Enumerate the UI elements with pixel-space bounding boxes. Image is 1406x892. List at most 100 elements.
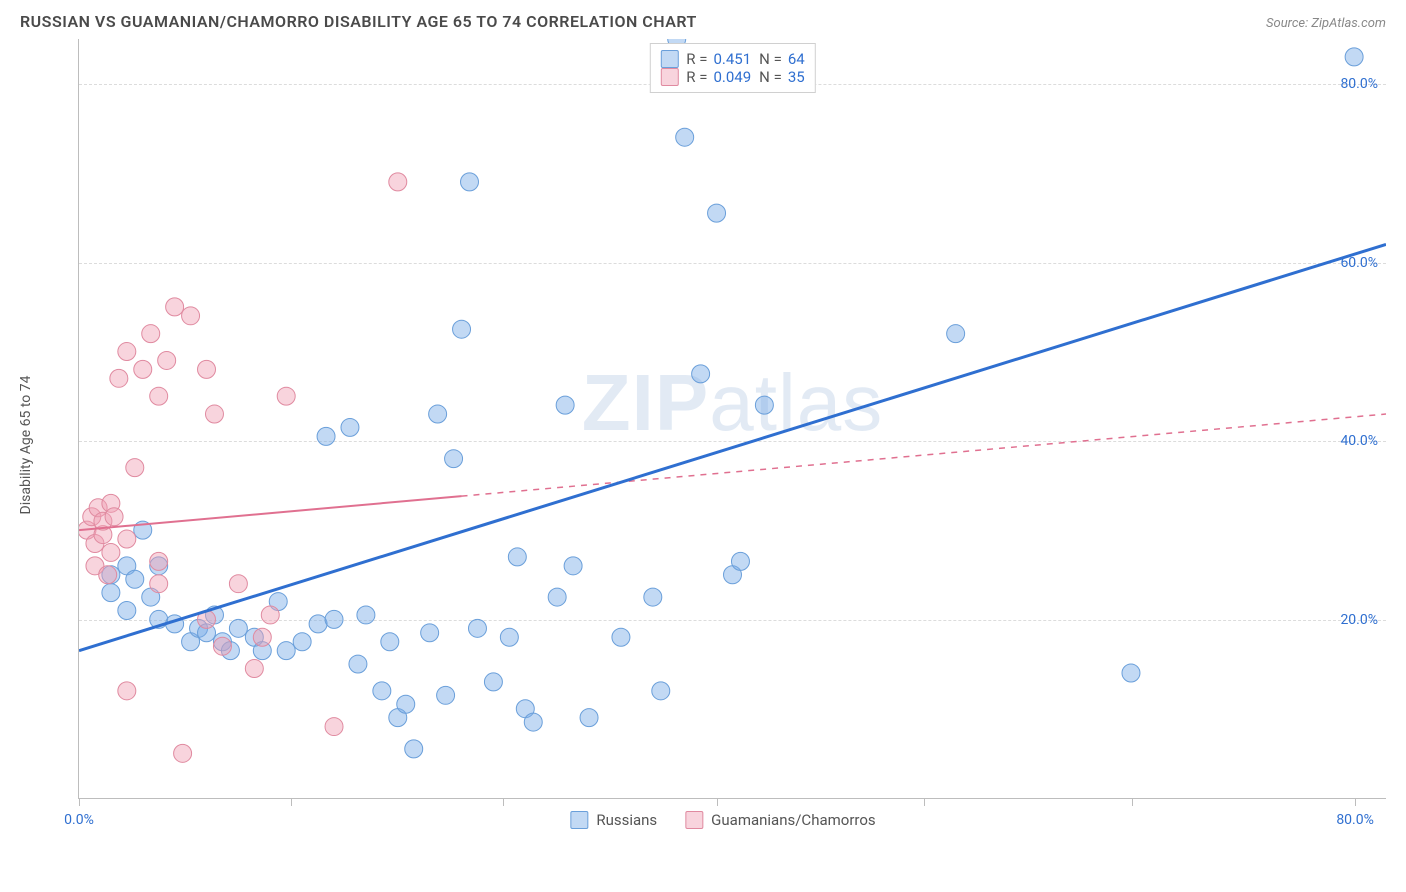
scatter-point xyxy=(429,405,447,423)
trend-line-dashed xyxy=(462,414,1386,496)
scatter-point xyxy=(102,543,120,561)
series-legend: Russians Guamanians/Chamorros xyxy=(570,811,875,829)
x-tick-label: 0.0% xyxy=(64,812,94,828)
correlation-r: R =0.049 xyxy=(686,68,751,86)
legend-label: Russians xyxy=(596,811,657,829)
scatter-point xyxy=(118,601,136,619)
legend-swatch xyxy=(660,68,678,86)
scatter-point xyxy=(508,548,526,566)
scatter-point xyxy=(500,628,518,646)
scatter-point xyxy=(731,552,749,570)
scatter-point xyxy=(381,633,399,651)
correlation-r: R =0.451 xyxy=(686,50,751,68)
scatter-point xyxy=(229,575,247,593)
x-tick xyxy=(291,798,292,806)
scatter-point xyxy=(253,628,271,646)
scatter-point xyxy=(293,633,311,651)
scatter-point xyxy=(325,610,343,628)
trend-line xyxy=(79,496,462,530)
scatter-point xyxy=(453,320,471,338)
scatter-point xyxy=(325,718,343,736)
scatter-point xyxy=(405,740,423,758)
scatter-point xyxy=(277,642,295,660)
scatter-point xyxy=(182,307,200,325)
correlation-n: N =64 xyxy=(759,50,805,68)
scatter-point xyxy=(580,709,598,727)
x-tick xyxy=(717,798,718,806)
scatter-point xyxy=(564,557,582,575)
scatter-point xyxy=(126,570,144,588)
scatter-point xyxy=(126,459,144,477)
correlation-n: N =35 xyxy=(759,68,805,86)
scatter-point xyxy=(150,552,168,570)
scatter-point xyxy=(99,566,117,584)
scatter-point xyxy=(166,298,184,316)
scatter-point xyxy=(708,204,726,222)
scatter-point xyxy=(150,575,168,593)
scatter-point xyxy=(118,530,136,548)
scatter-point xyxy=(389,173,407,191)
scatter-point xyxy=(309,615,327,633)
plot-svg xyxy=(79,39,1386,798)
scatter-point xyxy=(357,606,375,624)
scatter-point xyxy=(397,695,415,713)
scatter-point xyxy=(118,682,136,700)
x-tick xyxy=(924,798,925,806)
scatter-point xyxy=(174,744,192,762)
scatter-point xyxy=(245,660,263,678)
scatter-point xyxy=(1122,664,1140,682)
scatter-point xyxy=(644,588,662,606)
scatter-point xyxy=(421,624,439,642)
scatter-point xyxy=(461,173,479,191)
scatter-point xyxy=(437,686,455,704)
scatter-point xyxy=(198,360,216,378)
scatter-point xyxy=(110,369,128,387)
plot-frame: Disability Age 65 to 74 ZIPatlas R =0.45… xyxy=(60,39,1386,835)
scatter-point xyxy=(692,365,710,383)
x-tick xyxy=(79,798,80,806)
scatter-point xyxy=(205,405,223,423)
scatter-point xyxy=(652,682,670,700)
correlation-legend: R =0.451 N =64 R =0.049 N =35 xyxy=(649,43,815,93)
scatter-point xyxy=(261,606,279,624)
legend-item: Russians xyxy=(570,811,657,829)
y-axis-label: Disability Age 65 to 74 xyxy=(18,376,34,515)
correlation-row: R =0.451 N =64 xyxy=(660,50,804,68)
scatter-point xyxy=(548,588,566,606)
x-tick xyxy=(1132,798,1133,806)
scatter-point xyxy=(445,450,463,468)
scatter-point xyxy=(277,387,295,405)
legend-swatch xyxy=(685,811,703,829)
scatter-point xyxy=(213,637,231,655)
scatter-point xyxy=(134,360,152,378)
chart-header: RUSSIAN VS GUAMANIAN/CHAMORRO DISABILITY… xyxy=(20,12,1386,31)
scatter-point xyxy=(158,351,176,369)
scatter-point xyxy=(349,655,367,673)
scatter-point xyxy=(118,343,136,361)
scatter-point xyxy=(612,628,630,646)
correlation-row: R =0.049 N =35 xyxy=(660,68,804,86)
x-tick-label: 80.0% xyxy=(1336,812,1374,828)
scatter-point xyxy=(317,427,335,445)
x-tick xyxy=(1355,798,1356,806)
scatter-point xyxy=(341,418,359,436)
scatter-point xyxy=(947,325,965,343)
x-tick xyxy=(503,798,504,806)
legend-item: Guamanians/Chamorros xyxy=(685,811,875,829)
scatter-point xyxy=(484,673,502,691)
scatter-point xyxy=(755,396,773,414)
scatter-point xyxy=(229,619,247,637)
chart-title: RUSSIAN VS GUAMANIAN/CHAMORRO DISABILITY… xyxy=(20,12,697,31)
scatter-point xyxy=(150,387,168,405)
scatter-point xyxy=(102,584,120,602)
plot-area: ZIPatlas R =0.451N =64R =0.049N =35 20.0… xyxy=(78,39,1386,799)
source-attribution: Source: ZipAtlas.com xyxy=(1266,16,1386,31)
legend-label: Guamanians/Chamorros xyxy=(711,811,875,829)
legend-swatch xyxy=(570,811,588,829)
scatter-point xyxy=(105,508,123,526)
scatter-point xyxy=(524,713,542,731)
scatter-point xyxy=(142,325,160,343)
correlation-chart: RUSSIAN VS GUAMANIAN/CHAMORRO DISABILITY… xyxy=(0,0,1406,892)
scatter-point xyxy=(373,682,391,700)
scatter-point xyxy=(556,396,574,414)
